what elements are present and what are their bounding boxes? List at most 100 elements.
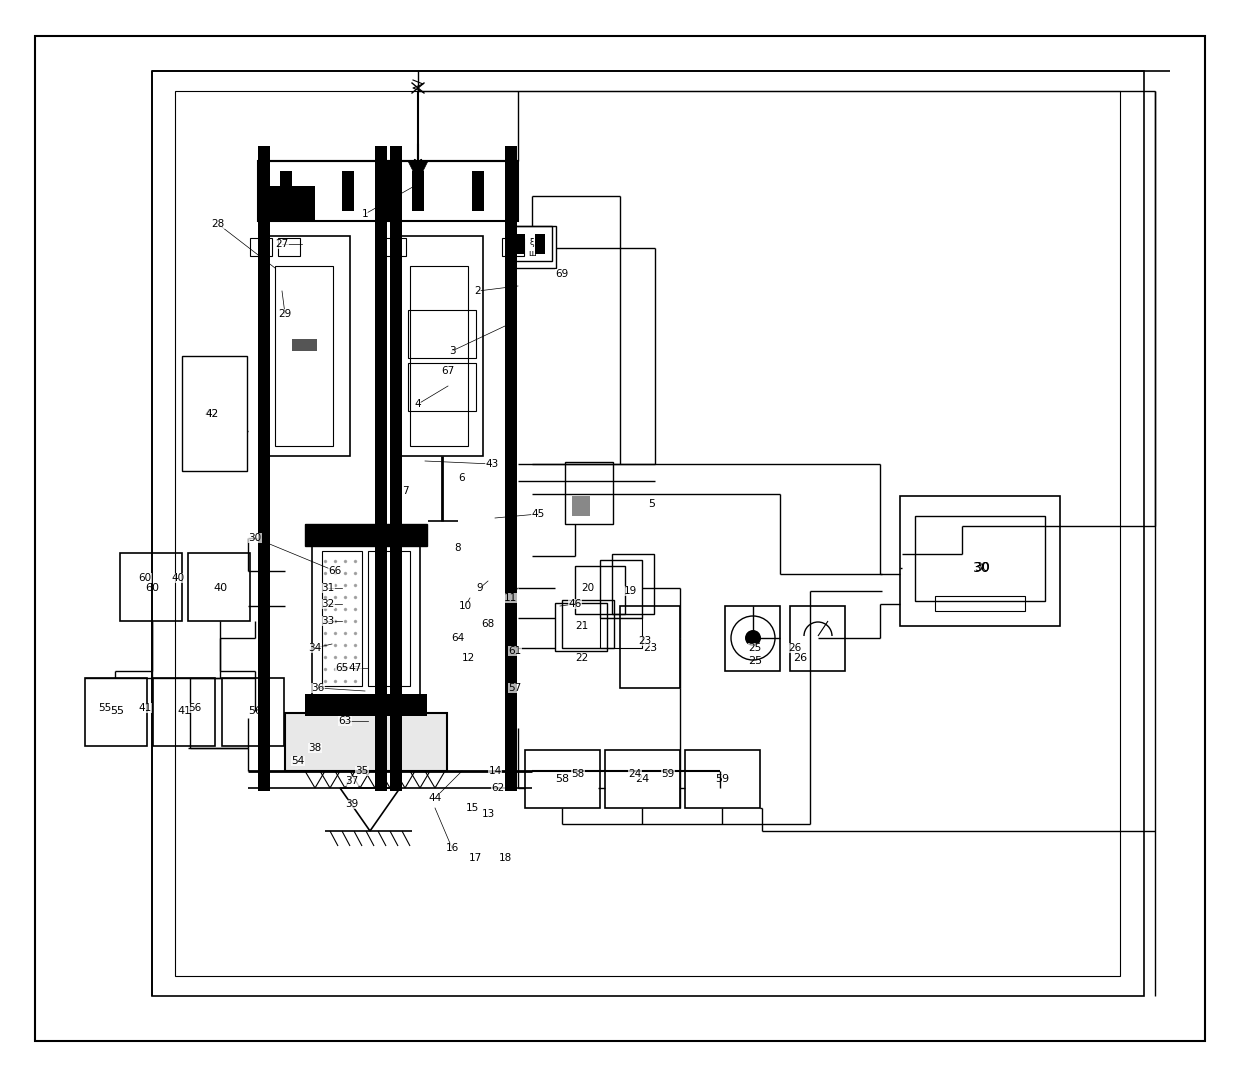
Bar (605, 750, 680, 808)
Polygon shape (340, 788, 401, 831)
Text: 60: 60 (145, 583, 159, 593)
Text: 55: 55 (110, 706, 124, 716)
Bar (472, 171, 484, 211)
Bar (291, 339, 317, 351)
Text: 58: 58 (572, 769, 584, 779)
Bar (725, 606, 780, 671)
Text: 47: 47 (348, 663, 362, 672)
Text: 4: 4 (414, 399, 422, 409)
Bar (502, 238, 525, 256)
Text: 46: 46 (568, 599, 582, 609)
Text: 15: 15 (465, 803, 479, 813)
Text: 7: 7 (402, 486, 408, 496)
Text: 33: 33 (321, 615, 335, 626)
Text: 13: 13 (481, 809, 495, 819)
Text: 44: 44 (428, 793, 441, 803)
Text: 63: 63 (339, 716, 352, 726)
Bar (684, 750, 760, 808)
Text: 56: 56 (248, 706, 262, 716)
Text: 28: 28 (211, 220, 224, 229)
Text: 59: 59 (661, 769, 675, 779)
Text: 32: 32 (321, 599, 335, 609)
Text: 24: 24 (635, 774, 649, 784)
Bar (565, 462, 613, 524)
Bar (600, 618, 642, 648)
Text: 18: 18 (498, 853, 512, 863)
Bar (384, 238, 405, 256)
Bar (262, 236, 350, 456)
Bar (515, 233, 525, 254)
Text: 61: 61 (508, 646, 522, 656)
Bar (342, 171, 353, 211)
Bar (790, 606, 844, 671)
Text: 37: 37 (346, 776, 358, 785)
Bar (275, 266, 334, 445)
Text: 20: 20 (582, 583, 594, 593)
Bar (278, 238, 300, 256)
Bar (410, 266, 467, 445)
Bar (250, 238, 272, 256)
Bar (396, 236, 484, 456)
Bar (525, 750, 600, 808)
Bar (368, 551, 410, 686)
Bar (322, 551, 362, 686)
Text: 69: 69 (556, 269, 569, 279)
Bar (120, 553, 182, 621)
Bar (153, 678, 215, 746)
Text: 19: 19 (624, 586, 636, 596)
Bar (305, 694, 427, 716)
Text: 64: 64 (451, 633, 465, 643)
Bar (312, 541, 420, 696)
Bar (600, 560, 642, 618)
Bar (285, 713, 446, 771)
Bar (391, 146, 402, 791)
Bar (613, 554, 653, 614)
Text: ξ
ш: ξ ш (528, 238, 536, 257)
Bar (412, 171, 424, 211)
Text: 39: 39 (346, 799, 358, 809)
Text: 42: 42 (205, 409, 219, 419)
Bar (86, 678, 148, 746)
Text: 16: 16 (445, 843, 459, 853)
Bar (562, 600, 614, 648)
Text: 65: 65 (335, 663, 348, 672)
Text: 62: 62 (491, 783, 505, 793)
Bar (508, 226, 556, 268)
Text: 45: 45 (532, 509, 544, 519)
Bar (391, 161, 518, 221)
Bar (153, 71, 1145, 996)
Circle shape (745, 631, 761, 646)
Bar (188, 553, 250, 621)
Bar (258, 161, 388, 221)
Text: 5: 5 (649, 499, 656, 509)
Text: 40: 40 (213, 583, 227, 593)
Text: 67: 67 (441, 366, 455, 376)
Text: 60: 60 (139, 574, 151, 583)
Text: 40: 40 (171, 574, 185, 583)
Text: 30: 30 (975, 562, 990, 575)
Text: 9: 9 (476, 583, 484, 593)
Text: 10: 10 (459, 601, 471, 611)
Text: 68: 68 (481, 619, 495, 629)
Text: 26: 26 (792, 653, 807, 663)
Text: 59: 59 (715, 774, 729, 784)
Text: 57: 57 (508, 683, 522, 693)
Text: 23: 23 (639, 636, 652, 646)
Bar (572, 496, 590, 516)
Text: 43: 43 (485, 459, 498, 469)
Bar (175, 91, 1120, 976)
Polygon shape (408, 161, 428, 181)
Text: 17: 17 (469, 853, 481, 863)
Text: 41: 41 (139, 703, 151, 713)
Text: 25: 25 (749, 643, 761, 653)
Text: 12: 12 (461, 653, 475, 663)
Text: 54: 54 (291, 756, 305, 766)
Text: 22: 22 (575, 653, 589, 663)
Bar (270, 186, 315, 221)
Text: 56: 56 (188, 703, 202, 713)
Text: 36: 36 (311, 683, 325, 693)
Bar (182, 356, 247, 471)
Text: 41: 41 (177, 706, 192, 716)
Text: 11: 11 (503, 593, 517, 603)
Bar (408, 363, 476, 411)
